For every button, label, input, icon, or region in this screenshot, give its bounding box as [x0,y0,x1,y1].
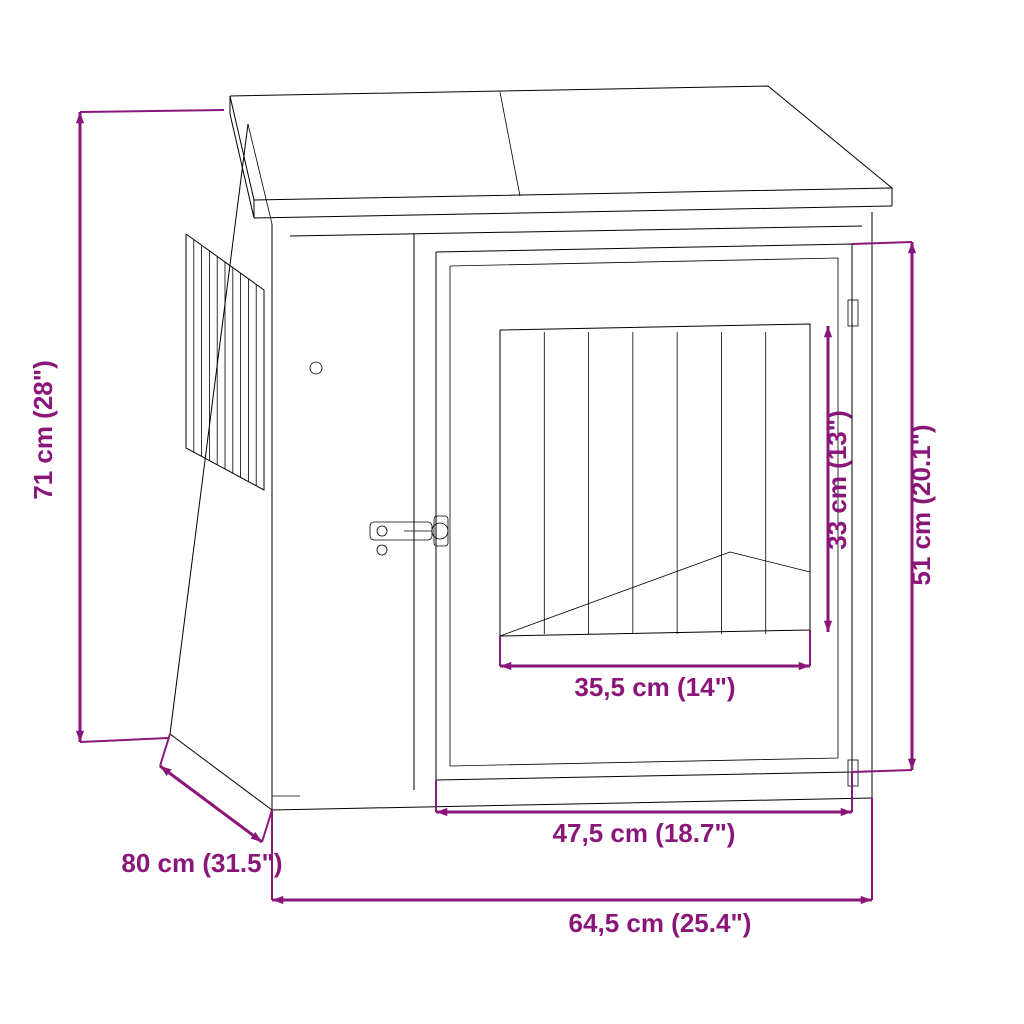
dim-door_opening_h: 33 cm (13") [822,410,852,550]
dim-door_opening_w: 35,5 cm (14") [574,672,735,702]
dim-depth: 80 cm (31.5") [121,848,282,878]
dim-door_width: 47,5 cm (18.7") [553,818,736,848]
dim-width_overall: 64,5 cm (25.4") [569,908,752,938]
dim-door_height: 51 cm (20.1") [906,424,936,585]
dim-height_overall: 71 cm (28") [28,360,58,500]
